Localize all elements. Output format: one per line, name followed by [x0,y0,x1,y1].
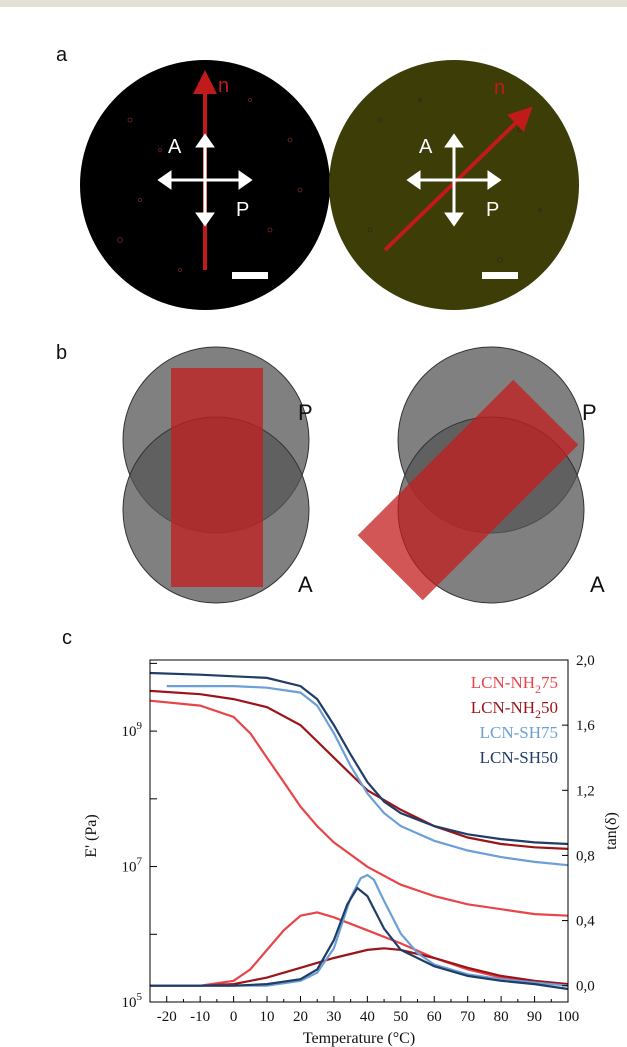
director-label-right: n [494,77,505,99]
tan-delta-line-2 [150,873,569,987]
x-tick-label: -20 [157,1009,177,1025]
tan-delta-line-1 [150,947,569,987]
polarizer-label-right: P [486,199,499,221]
x-tick-label: 30 [326,1009,341,1025]
legend-entry: LCN-NH250 [471,698,558,721]
y-right-axis-title: tan(δ) [603,812,620,850]
storage-modulus-line-1 [149,689,569,850]
dma-chart: -20 -10 0 10 20 30 40 50 60 70 80 90 100 109 107 105 2… [83,653,620,1047]
panel-b-figure: P A P A [122,346,605,604]
tan-delta-line-3 [150,886,569,991]
scale-bar-left [232,272,268,279]
analyzer-label-left: A [168,136,182,158]
polarizer-label-b-right: P [582,400,597,425]
x-tick-label: 80 [494,1009,509,1025]
storage-modulus-line-0 [149,699,569,917]
polarizer-label-b-left: P [298,400,313,425]
analyzer-label-b-left: A [298,572,313,597]
legend-entry: LCN-NH275 [471,673,558,696]
x-tick-label: 0 [230,1009,238,1025]
panel-label-c: c [62,627,72,649]
x-tick-label: 40 [360,1009,375,1025]
x-tick-label: 20 [293,1009,308,1025]
panel-label-b: b [56,342,68,364]
x-tick-label: 10 [260,1009,275,1025]
storage-modulus-line-3 [149,671,569,846]
polarizer-label-left: P [236,199,249,221]
panel-label-a: a [56,44,68,66]
y-left-tick-label: 109 [122,720,143,740]
lc-sample-right [357,379,579,601]
x-axis-title: Temperature (°C) [303,1030,415,1047]
analyzer-label-b-right: A [590,572,605,597]
legend-entry: LCN-SH75 [480,723,558,742]
x-tick-label: 90 [527,1009,542,1025]
y-right-tick-label: 1,2 [576,783,595,799]
storage-modulus-line-2 [166,685,569,867]
analyzer-label-right: A [419,136,433,158]
y-right-tick-label: 0,0 [576,979,595,995]
director-label-left: n [218,75,229,97]
crossed-polarizers-right [406,133,502,227]
x-tick-label: -10 [190,1009,210,1025]
y-right-tick-label: 0,8 [576,848,595,864]
y-left-axis-title: E' (Pa) [83,814,100,857]
y-right-tick-label: 2,0 [576,653,595,669]
legend-entry: LCN-SH50 [480,748,558,767]
plot-frame [149,659,569,1003]
top-rule [0,0,627,7]
y-right-tick-label: 1,6 [576,718,595,734]
crossed-polarizers-left [157,133,253,227]
panel-a-figure: n A P n A P [80,60,579,310]
y-left-tick-label: 105 [122,991,143,1011]
scale-bar-right [482,272,518,279]
lc-sample-left [171,368,263,587]
y-left-tick-label: 107 [122,856,143,876]
x-tick-label: 100 [557,1009,580,1025]
x-tick-label: 60 [427,1009,442,1025]
x-tick-label: 50 [393,1009,408,1025]
tan-delta-line-0 [150,911,569,987]
x-tick-label: 70 [460,1009,475,1025]
y-right-tick-label: 0,4 [576,914,595,930]
